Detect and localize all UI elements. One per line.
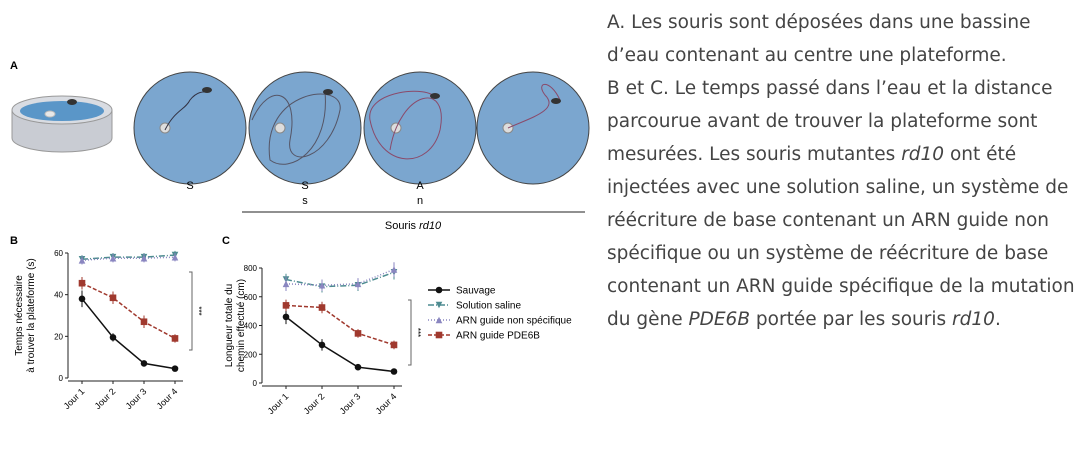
group-name: S: [301, 180, 308, 192]
y-tick-label: 200: [244, 350, 258, 359]
text-run: A: [416, 180, 424, 192]
text-run: .: [995, 309, 1001, 330]
caption-paragraph: A. Les souris sont déposées dans une bas…: [607, 6, 1085, 72]
text-run: s: [302, 195, 308, 207]
text-run: S: [186, 180, 193, 192]
x-tick-label: Jour 3: [338, 391, 363, 416]
marker: [355, 364, 362, 371]
caption-paragraph: B et C. Le temps passé dans l’eau et la …: [607, 72, 1085, 336]
x-tick-label: Jour 1: [62, 386, 87, 411]
text-run: portée par les souris: [750, 309, 952, 330]
y-tick-label: 20: [54, 332, 63, 341]
marker: [436, 287, 443, 294]
significance-bracket: [408, 300, 411, 365]
marker: [172, 335, 179, 342]
x-tick-label: Jour 3: [124, 386, 149, 411]
y-tick-label: 60: [54, 249, 63, 258]
x-tick-label: Jour 2: [302, 391, 327, 416]
marker: [355, 330, 362, 337]
series-line: [82, 299, 175, 369]
x-tick-label: Jour 4: [155, 386, 180, 411]
marker: [283, 281, 290, 288]
y-tick-label: 0: [253, 379, 258, 388]
significance-label: ***: [413, 328, 422, 337]
group-label: Souris rd10: [385, 220, 442, 232]
y-axis-label: Longueur totale du: [224, 284, 235, 367]
panel-label: A: [10, 60, 18, 72]
significance-bracket: [189, 272, 192, 350]
legend-label: Sauvage: [456, 286, 496, 297]
legend-label: Solution saline: [456, 301, 521, 312]
series-line: [82, 283, 175, 338]
marker: [172, 365, 179, 372]
marker: [110, 294, 117, 301]
marker: [436, 332, 443, 339]
caption: A. Les souris sont déposées dans une bas…: [607, 6, 1085, 336]
y-tick-label: 400: [244, 322, 258, 331]
marker: [79, 296, 86, 303]
series-line: [286, 305, 394, 345]
y-axis-label: à trouver la plateforme (s): [26, 258, 37, 373]
text-run: rd10: [419, 220, 442, 232]
panel-label: C: [222, 235, 230, 247]
marker: [391, 342, 398, 349]
series-line: [286, 317, 394, 372]
legend-label: ARN guide non spécifique: [456, 316, 572, 327]
marker: [110, 334, 117, 341]
series-line: [82, 255, 175, 259]
text-run: Souris: [385, 220, 419, 232]
text-run: S: [301, 180, 308, 192]
marker: [319, 304, 326, 311]
x-tick-label: Jour 2: [93, 386, 118, 411]
text-run: n: [417, 195, 423, 207]
group-name: A: [416, 180, 424, 192]
y-tick-label: 0: [59, 374, 64, 383]
marker: [436, 317, 443, 324]
text-run: rd10: [901, 144, 944, 165]
group-name: S: [186, 180, 193, 192]
marker: [319, 342, 326, 349]
text-run: rd10: [952, 309, 995, 330]
group-name: s: [302, 195, 308, 207]
x-tick-label: Jour 4: [374, 391, 399, 416]
y-axis-label: Temps nécessaire: [14, 275, 25, 356]
marker: [79, 257, 86, 264]
pool-circles: [134, 72, 589, 184]
text-run: PDE6B: [688, 309, 750, 330]
marker: [283, 314, 290, 321]
legend-label: ARN guide PDE6B: [456, 331, 540, 342]
marker: [283, 302, 290, 309]
marker: [391, 368, 398, 375]
y-tick-label: 600: [244, 293, 258, 302]
x-tick-label: Jour 1: [266, 391, 291, 416]
text-run: ont été injectées avec une solution sali…: [607, 144, 1075, 330]
marker: [79, 280, 86, 287]
group-name: n: [417, 195, 423, 207]
text-run: A. Les souris sont déposées dans une bas…: [607, 12, 1031, 66]
page: A Souris rd10 S Ss An B Temps nécessaireà tr…: [0, 0, 1088, 476]
marker: [141, 318, 148, 325]
pool-illustration: [12, 96, 112, 152]
marker: [141, 360, 148, 367]
marker: [141, 255, 148, 262]
panel-label: B: [10, 235, 18, 247]
y-tick-label: 800: [244, 264, 258, 273]
significance-label: ***: [194, 306, 203, 315]
y-tick-label: 40: [54, 291, 63, 300]
